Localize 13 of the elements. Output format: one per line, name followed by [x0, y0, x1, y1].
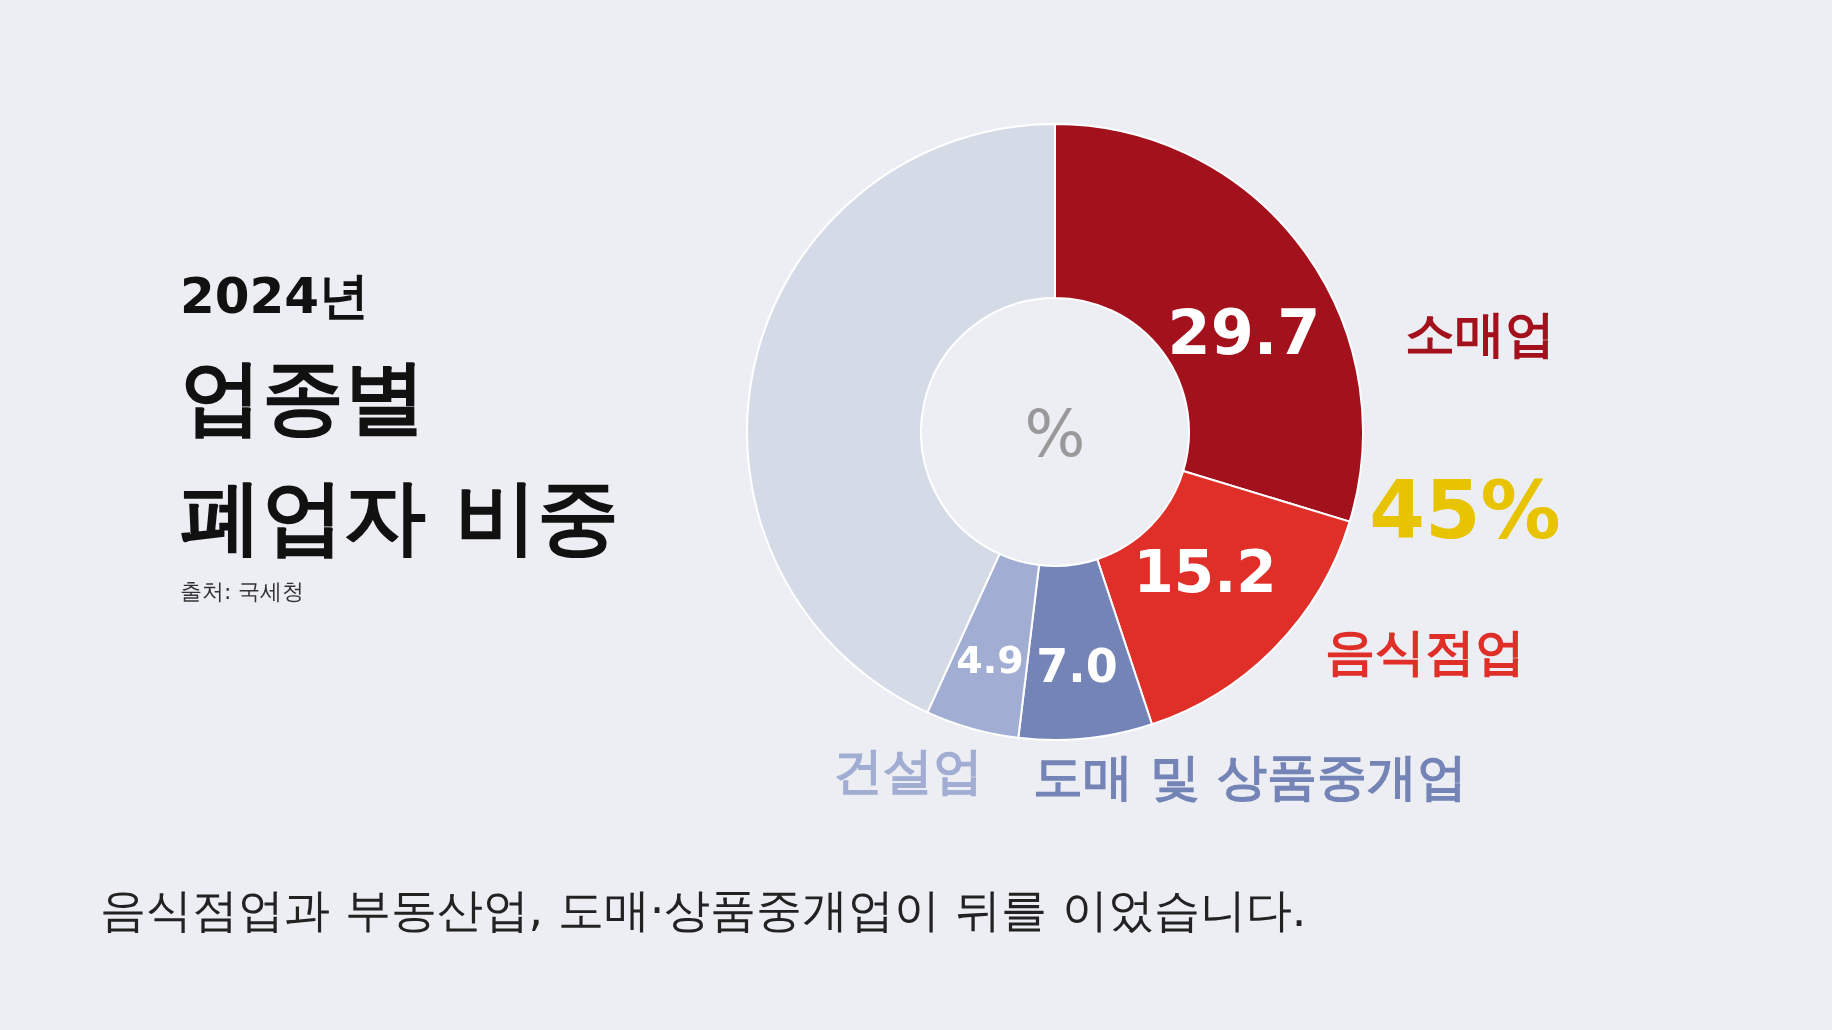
slice-label: 소매업 [1405, 305, 1555, 363]
text: 45% [1369, 464, 1561, 557]
slice-label: 건설업 [833, 742, 983, 800]
data-label: 15.2 [1133, 538, 1277, 606]
data-label: 7.0 [1036, 639, 1118, 693]
data-label: 4.9 [956, 638, 1024, 682]
slice-label: 음식점업 [1325, 623, 1525, 681]
slice-label: 도매 및 상품중개업 [1032, 748, 1468, 806]
source-note: 출처: 국세청 [180, 579, 305, 604]
text: % [1024, 397, 1086, 471]
text: 음식점업과 부동산업, 도매·상품중개업이 뒤를 이었습니다. [100, 883, 1307, 937]
text: 2024년 업종별 폐업자 비중 [180, 267, 619, 564]
data-label: 29.7 [1167, 296, 1321, 369]
